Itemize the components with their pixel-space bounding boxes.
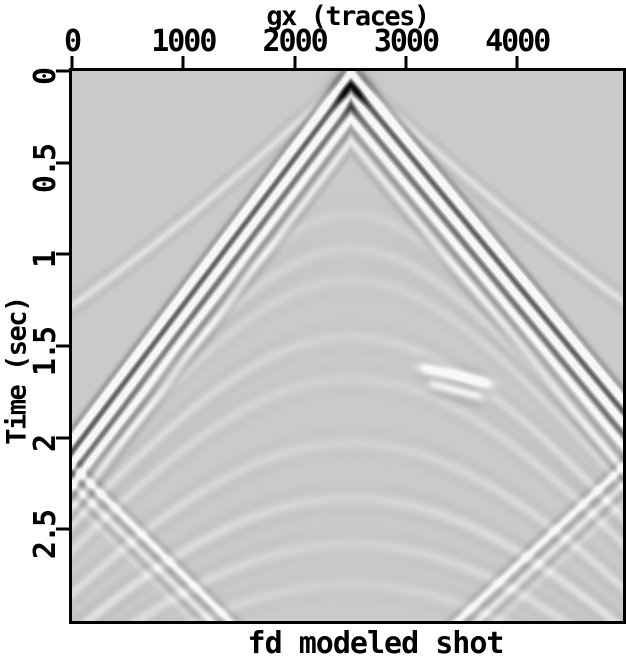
y-axis-title: Time (sec) [1, 297, 33, 445]
y-tick-label: 0 [28, 68, 63, 86]
x-tick-mark [70, 56, 74, 69]
x-tick-mark [293, 56, 297, 69]
x-axis-title: gx (traces) [266, 1, 430, 32]
y-tick-mark [56, 161, 69, 165]
y-tick-mark [56, 69, 69, 73]
y-tick-mark [56, 252, 69, 256]
y-tick-label: 0.5 [28, 144, 63, 193]
plot-caption: fd modeled shot [247, 626, 505, 661]
x-tick-label: 1000 [151, 24, 217, 59]
y-tick-label: 2.5 [28, 511, 63, 560]
y-tick-mark [56, 527, 69, 531]
x-tick-label: 3000 [373, 24, 440, 59]
y-tick-mark [56, 344, 69, 348]
seismic-image [72, 71, 623, 621]
x-tick-label: 0 [63, 24, 82, 59]
x-tick-label: 2000 [262, 24, 329, 59]
y-tick-label: 2 [28, 435, 63, 452]
plot-frame [69, 68, 626, 624]
y-tick-mark [56, 436, 69, 440]
x-tick-mark [181, 56, 185, 69]
x-tick-label: 4000 [485, 24, 551, 59]
y-tick-label: 1.5 [28, 327, 63, 377]
x-tick-mark [404, 56, 408, 69]
x-tick-mark [515, 56, 519, 69]
y-tick-label: 1 [28, 252, 63, 269]
